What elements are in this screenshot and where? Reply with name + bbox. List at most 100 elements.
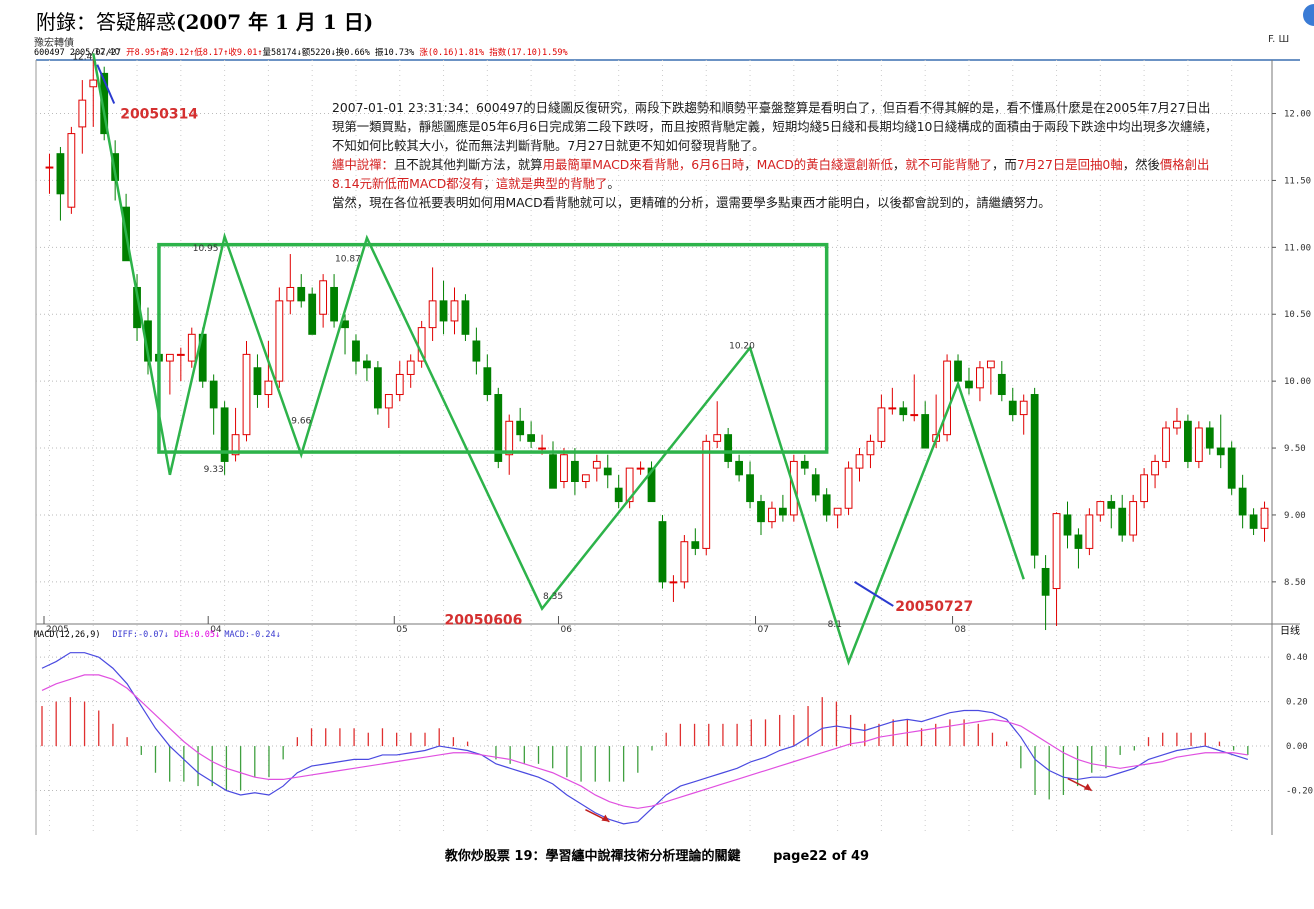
price-label: 10.87 bbox=[335, 255, 361, 265]
candle-body bbox=[1030, 394, 1039, 556]
candle-body bbox=[494, 394, 503, 462]
candle-body bbox=[538, 447, 546, 450]
candle-body bbox=[910, 414, 919, 417]
candle-body bbox=[713, 434, 722, 442]
price-label: 8.1 bbox=[828, 620, 842, 630]
candle-body bbox=[669, 581, 678, 584]
price-label: 12.40 bbox=[94, 47, 120, 57]
candle-body bbox=[811, 474, 820, 496]
reply-segment: 且不說其他判斷方法，就算 bbox=[393, 157, 543, 172]
candle-body bbox=[1184, 420, 1192, 462]
x-tick-label: 04 bbox=[210, 625, 222, 635]
price-label: 12.4 bbox=[72, 53, 92, 63]
macd-tick-label: 0.00 bbox=[1286, 742, 1308, 752]
reply-segment: 纏中說禪： bbox=[332, 157, 394, 172]
candle-body bbox=[954, 360, 962, 382]
candle-body bbox=[965, 380, 973, 389]
reply-segment: 這就是典型的背馳了 bbox=[495, 176, 608, 191]
candle-body bbox=[1194, 427, 1203, 462]
page-title: 附錄：答疑解惑(2007 年 1 月 1 日) bbox=[36, 10, 374, 34]
candle-body bbox=[658, 521, 667, 583]
candle-body bbox=[176, 353, 185, 356]
candle-body bbox=[352, 340, 360, 362]
date-label: 20050727 bbox=[895, 599, 973, 615]
candle-body bbox=[253, 367, 262, 396]
candle-body bbox=[735, 460, 743, 476]
reply-segment: ， bbox=[892, 157, 906, 172]
quote-segment: 开8.95↑高9.12↑低8.17↑收9.01↑ bbox=[126, 48, 263, 58]
macd-header: DIFF:-0.07↓ bbox=[112, 630, 168, 640]
price-tick-label: 10.50 bbox=[1284, 310, 1311, 320]
period-label: F. Ш bbox=[1268, 34, 1290, 45]
macd-tick-label: -0.20 bbox=[1286, 787, 1313, 797]
price-label: 9.66 bbox=[291, 417, 311, 427]
candle-body bbox=[746, 474, 754, 503]
candle-body bbox=[1205, 427, 1214, 449]
trend-zigzag bbox=[92, 53, 1025, 666]
candle-body bbox=[264, 380, 273, 396]
candle-body bbox=[450, 300, 459, 322]
candle-body bbox=[1162, 427, 1170, 462]
candle-body bbox=[1052, 513, 1061, 590]
price-tick-label: 9.50 bbox=[1284, 444, 1306, 454]
candle-body bbox=[395, 373, 404, 396]
candle-body bbox=[1074, 534, 1083, 549]
candle-body bbox=[571, 460, 579, 482]
candle-body bbox=[1227, 447, 1236, 489]
candle-body bbox=[89, 79, 98, 88]
candle-body bbox=[986, 360, 995, 369]
date-label: 20050606 bbox=[444, 612, 522, 628]
footer-book-title: 教你炒股票 19：學習纏中說禪技術分析理論的關鍵 bbox=[444, 849, 741, 864]
candle-body bbox=[527, 434, 536, 442]
macd-diff-line bbox=[41, 652, 1248, 825]
candle-body bbox=[406, 360, 415, 375]
macd-tick-label: 0.20 bbox=[1286, 698, 1308, 708]
candle-body bbox=[899, 407, 908, 416]
price-label: 10.95 bbox=[193, 244, 219, 254]
candle-body bbox=[100, 72, 109, 135]
price-label: 10.20 bbox=[729, 342, 755, 352]
reply-segment: MACD的黃白綫還創新低 bbox=[756, 157, 893, 172]
candle-body bbox=[439, 300, 448, 322]
candle-body bbox=[1107, 501, 1116, 509]
macd-header: DEA:0.05↓ bbox=[174, 630, 220, 640]
candle-body bbox=[691, 541, 700, 549]
candle-body bbox=[757, 501, 765, 523]
candle-body bbox=[560, 454, 568, 483]
price-label: 8.35 bbox=[543, 592, 563, 602]
reply-segment: ，然後 bbox=[1122, 157, 1160, 172]
candle-body bbox=[844, 467, 853, 509]
candle-body bbox=[1173, 420, 1181, 429]
page-footer: 教你炒股票 19：學習纏中說禪技術分析理論的關鍵 page22 of 49 bbox=[0, 845, 1314, 864]
divergence-arrow-head bbox=[1083, 783, 1092, 791]
footer-page-number: page22 of 49 bbox=[773, 849, 870, 864]
candle-body bbox=[472, 340, 481, 362]
x-tick-label: 07 bbox=[758, 625, 769, 635]
candle-body bbox=[1063, 514, 1072, 536]
quote-segment: 涨(0.16)1.81% 指数(17.10)1.59% bbox=[419, 48, 568, 58]
reply-segment: ， bbox=[483, 176, 496, 191]
candle-body bbox=[461, 300, 470, 335]
candle-body bbox=[297, 286, 306, 302]
annotation-reply: 纏中說禪：且不說其他判斷方法，就算用最簡單MACD來看背馳，6月6日時，MACD… bbox=[332, 155, 1222, 193]
price-tick-label: 9.00 bbox=[1284, 511, 1306, 521]
macd-dea-line bbox=[41, 674, 1248, 809]
candle-body bbox=[45, 166, 54, 169]
candle-body bbox=[231, 434, 240, 456]
quote-bar: 600497 2005/07/27 开8.95↑高9.12↑低8.17↑收9.0… bbox=[34, 46, 568, 58]
candle-body bbox=[165, 353, 174, 362]
annotation-question: 2007-01-01 23:31:34：600497的日綫圖反復研究，兩段下跌趨… bbox=[332, 100, 1218, 153]
candle-body bbox=[724, 434, 733, 462]
candle-body bbox=[505, 420, 514, 456]
candle-body bbox=[1260, 507, 1269, 529]
date-label: 20050314 bbox=[120, 107, 198, 123]
candle-body bbox=[592, 460, 601, 469]
annotation-text: 2007-01-01 23:31:34：600497的日綫圖反復研究，兩段下跌趨… bbox=[332, 98, 1222, 212]
candle-body bbox=[363, 360, 371, 369]
reply-segment: 用最簡單MACD來看背馳，6月6日時 bbox=[542, 157, 745, 172]
candle-body bbox=[1151, 460, 1159, 476]
candle-body bbox=[78, 99, 87, 128]
candle-body bbox=[428, 300, 437, 329]
candle-body bbox=[1041, 567, 1050, 596]
corner-badge-icon[interactable] bbox=[1303, 4, 1314, 26]
